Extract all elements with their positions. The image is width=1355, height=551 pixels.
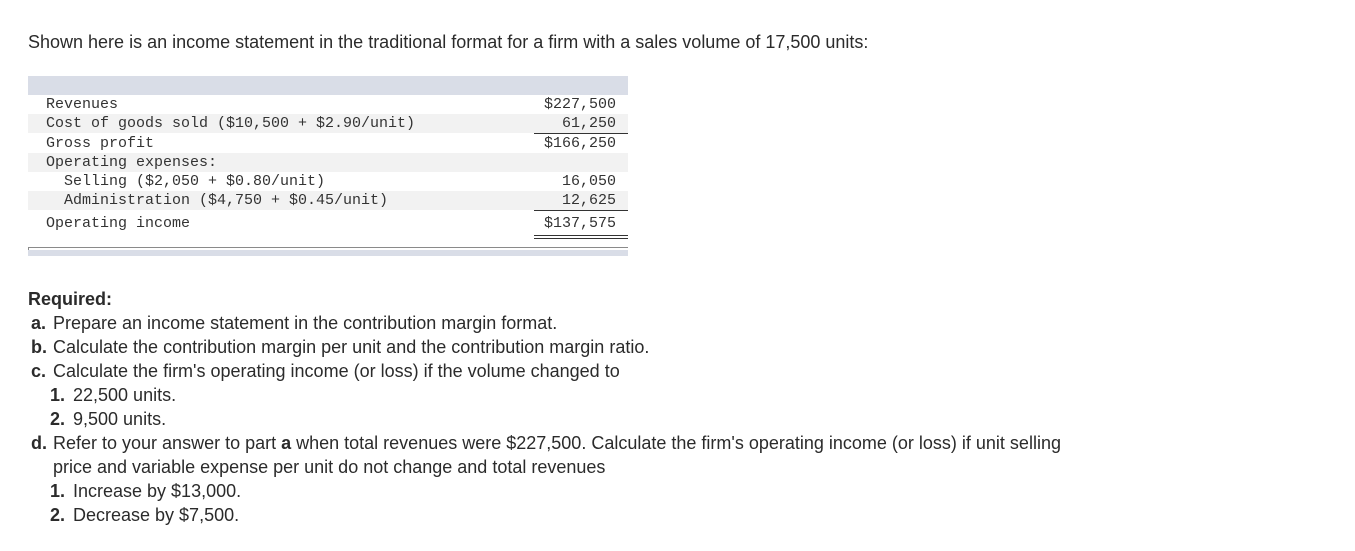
item-number: 2. <box>50 409 66 429</box>
item-number: 1. <box>50 385 66 405</box>
table-bottom-rule <box>28 247 628 248</box>
row-label: Gross profit <box>46 135 155 152</box>
table-row-selling: Selling ($2,050 + $0.80/unit) 16,050 <box>28 172 628 191</box>
problem-intro: Shown here is an income statement in the… <box>28 32 869 52</box>
question-letter: b. <box>31 337 47 357</box>
item-number: 2. <box>50 505 66 525</box>
item-text: 22,500 units. <box>73 385 177 405</box>
table-row-gross-profit: Gross profit $166,250 <box>28 134 628 153</box>
question-d: d. Refer to your answer to part a when t… <box>28 431 1061 455</box>
row-amount: $227,500 <box>543 96 616 113</box>
question-c-item-2: 2. 9,500 units. <box>28 407 1061 431</box>
question-text: when total revenues were $227,500. Calcu… <box>291 433 1061 453</box>
row-amount: 61,250 <box>561 115 616 132</box>
question-c: c. Calculate the firm's operating income… <box>28 359 1061 383</box>
item-text: 9,500 units. <box>73 409 167 429</box>
required-heading: Required: <box>28 289 113 309</box>
income-statement-table: Revenues $227,500 Cost of goods sold ($1… <box>28 76 628 256</box>
question-c-item-1: 1. 22,500 units. <box>28 383 1061 407</box>
table-row-operating-expenses: Operating expenses: <box>28 153 628 172</box>
row-amount: $166,250 <box>543 135 616 152</box>
row-amount: 16,050 <box>561 173 616 190</box>
subtotal-underline <box>534 133 628 134</box>
item-number: 1. <box>50 481 66 501</box>
row-label: Cost of goods sold ($10,500 + $2.90/unit… <box>46 115 416 132</box>
question-d-item-1: 1. Increase by $13,000. <box>28 479 1061 503</box>
question-text: Calculate the contribution margin per un… <box>53 337 650 357</box>
total-double-underline <box>534 235 628 236</box>
table-header-band <box>28 76 628 95</box>
question-text: Prepare an income statement in the contr… <box>53 313 558 333</box>
row-label: Selling ($2,050 + $0.80/unit) <box>64 173 326 190</box>
subtotal-underline <box>534 210 628 211</box>
table-row-administration: Administration ($4,750 + $0.45/unit) 12,… <box>28 191 628 210</box>
table-footer-band <box>28 250 628 256</box>
question-d-continuation: price and variable expense per unit do n… <box>53 457 606 477</box>
question-letter: d. <box>31 433 47 453</box>
row-label: Administration ($4,750 + $0.45/unit) <box>64 192 389 209</box>
table-row-cogs: Cost of goods sold ($10,500 + $2.90/unit… <box>28 114 628 133</box>
table-row-revenues: Revenues $227,500 <box>28 95 628 114</box>
row-label: Operating expenses: <box>46 154 218 171</box>
question-letter: c. <box>31 361 47 381</box>
part-reference: a <box>281 433 292 453</box>
row-label: Operating income <box>46 215 191 232</box>
question-text: Calculate the firm's operating income (o… <box>53 361 620 381</box>
question-text: Refer to your answer to part <box>53 433 282 453</box>
question-d-item-2: 2. Decrease by $7,500. <box>28 503 1061 527</box>
row-amount: $137,575 <box>543 215 616 232</box>
total-double-underline <box>534 238 628 239</box>
row-label: Revenues <box>46 96 119 113</box>
question-b: b. Calculate the contribution margin per… <box>28 335 1061 359</box>
item-text: Decrease by $7,500. <box>73 505 240 525</box>
required-section: Required: a. Prepare an income statement… <box>28 287 1061 527</box>
row-amount: 12,625 <box>561 192 616 209</box>
question-a: a. Prepare an income statement in the co… <box>28 311 1061 335</box>
table-row-operating-income: Operating income $137,575 <box>28 214 628 233</box>
item-text: Increase by $13,000. <box>73 481 242 501</box>
question-letter: a. <box>31 313 47 333</box>
